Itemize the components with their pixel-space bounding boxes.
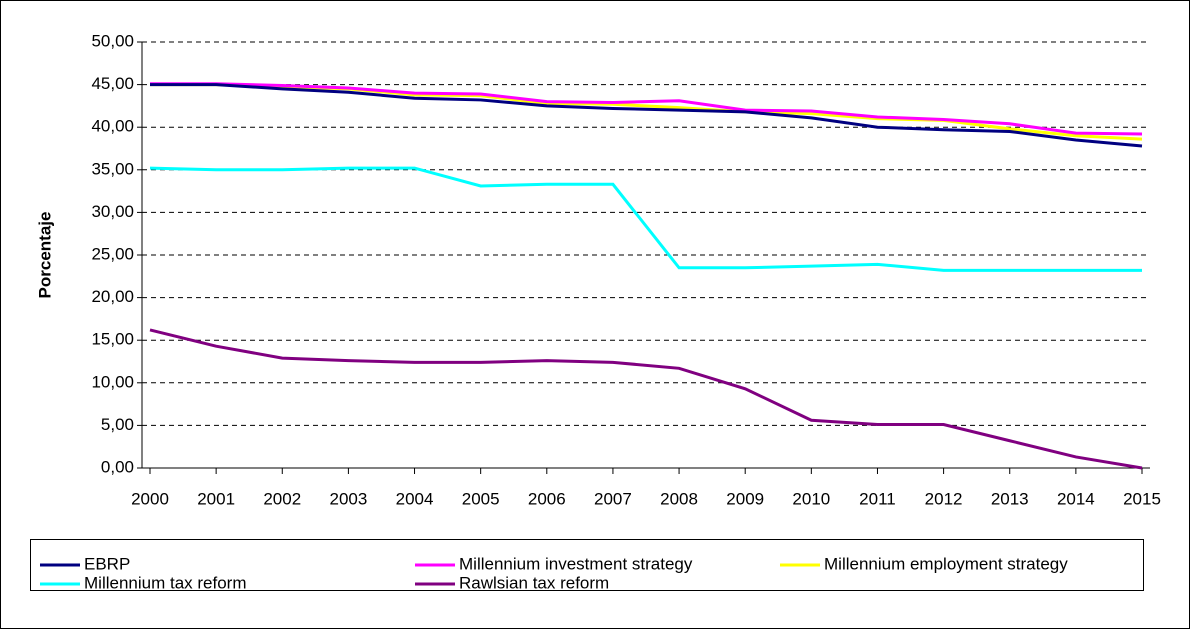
y-tick-label: 40,00 [91,117,134,136]
x-tick-label: 2010 [792,489,830,508]
legend-label: Millennium tax reform [84,573,247,592]
series-line [150,82,1143,136]
x-tick-label: 2012 [925,489,963,508]
x-tick-label: 2011 [859,489,896,508]
series-line [150,83,1143,148]
y-tick-label: 45,00 [91,74,134,93]
y-tick-label: 20,00 [91,287,134,306]
y-tick-label: 15,00 [91,330,134,349]
legend-box [30,539,1144,591]
x-tick-label: 2005 [462,489,500,508]
x-tick-label: 2000 [131,489,169,508]
x-tick-label: 2009 [726,489,764,508]
series-line [149,328,1143,470]
x-tick-label: 2015 [1123,489,1161,508]
y-tick-label: 10,00 [91,372,134,391]
y-tick-label: 30,00 [91,202,134,221]
y-tick-label: 35,00 [91,159,134,178]
series-line [149,166,1142,272]
x-tick-label: 2003 [329,489,367,508]
x-tick-label: 2013 [991,489,1029,508]
y-tick-label: 5,00 [101,415,134,434]
x-tick-label: 2001 [197,489,235,508]
x-tick-label: 2006 [528,489,566,508]
legend-label: Rawlsian tax reform [459,573,609,592]
x-tick-label: 2007 [594,489,632,508]
x-tick-label: 2014 [1057,489,1095,508]
y-tick-label: 0,00 [101,457,134,476]
legend-label: EBRP [84,554,130,573]
x-tick-label: 2004 [396,489,434,508]
legend-label: Millennium investment strategy [459,554,693,573]
y-tick-label: 50,00 [91,31,134,50]
x-tick-label: 2002 [263,489,301,508]
y-tick-label: 25,00 [91,244,134,263]
legend-label: Millennium employment strategy [824,554,1068,573]
y-axis-label: Porcentaje [35,212,54,299]
x-tick-label: 2008 [660,489,698,508]
